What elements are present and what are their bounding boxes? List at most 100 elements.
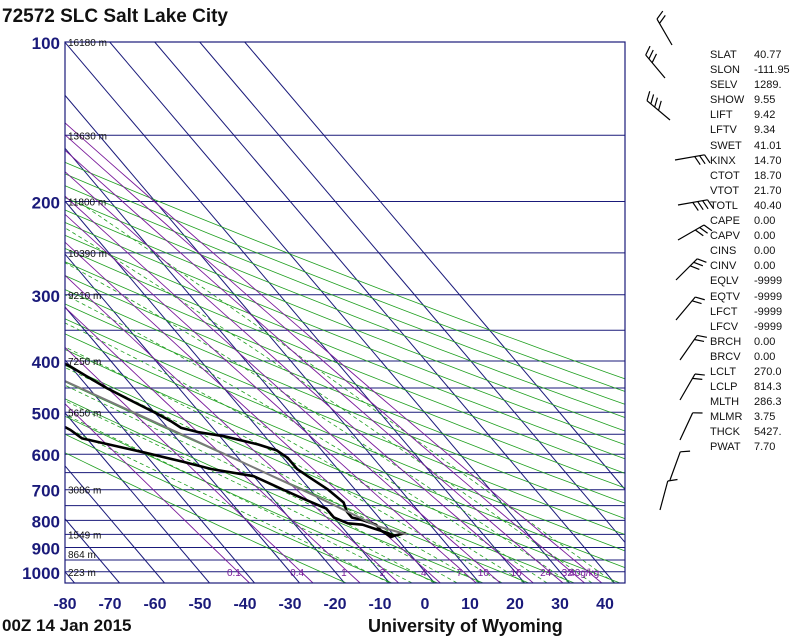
wind-barb [677,199,714,211]
index-key: BRCV [710,350,741,363]
wind-barb-flag [693,261,704,267]
mixing-ratio-line [65,306,361,583]
dry-adiabat [65,415,438,583]
height-label: 3086 m [68,486,101,497]
mixing-ratio-label: 4 [421,568,427,579]
index-key: SHOW [710,94,745,107]
dry-adiabat [65,333,625,569]
index-key: PWAT [710,441,741,454]
height-label: 7250 m [68,357,101,368]
index-value: 40.77 [754,49,782,61]
wind-barb-flag [680,450,691,453]
temperature-tick-label: 0 [421,596,430,613]
temperature-tick-label: -80 [53,596,76,613]
dry-adiabat [65,452,347,583]
isotherm-line [154,42,615,583]
index-row: LCLT 270.0 [710,365,800,380]
pressure-tick-label: 100 [32,34,60,53]
index-row: BRCH 0.00 [710,335,800,350]
mixing-ratio-line [65,403,250,583]
index-row: LIFT 9.42 [710,108,800,123]
index-row: LFCV -9999 [710,320,800,335]
index-value: 21.70 [754,184,782,197]
dry-adiabat [65,209,625,432]
index-row: SLAT 40.77 [710,48,800,63]
index-row: SLON -111.95 [710,63,800,78]
index-key: LFCT [710,305,738,318]
index-value: 814.3 [754,381,782,394]
dry-adiabat [65,398,484,583]
wind-barb [659,478,678,511]
wind-barb-flag [656,10,664,20]
mixing-ratio-line [65,213,477,583]
index-row: PWAT 7.70 [710,440,800,455]
wind-barb-flag [694,373,705,376]
isotherm-line [65,571,75,583]
index-row: BRCV 0.00 [710,350,800,365]
index-key: CINV [710,260,737,273]
wind-barb-flag [691,300,702,305]
temperature-tick-label: -20 [323,596,346,613]
index-value: 0.00 [754,215,776,228]
index-value: -111.95 [754,64,790,77]
index-key: CTOT [710,169,740,182]
wind-barb-staff [674,154,705,161]
wind-barb-flag [696,258,707,263]
wind-barb-flag [702,200,709,210]
index-value: -9999 [754,320,783,333]
temperature-tick-label: 10 [461,596,479,613]
index-key: SELV [710,79,738,92]
mixing-ratio-line [65,241,441,583]
observation-time: 00Z 14 Jan 2015 [2,616,132,635]
index-value: 5427. [754,426,782,439]
isotherm-line [65,518,120,583]
isotherm-line [244,42,625,491]
profile-line-3 [65,379,407,536]
index-key: LFCV [710,320,739,333]
wind-barb [645,45,666,79]
index-key: SLON [710,64,740,77]
index-key: BRCH [710,335,742,348]
dry-adiabat [65,234,625,460]
mixing-ratio-label: 7 [457,568,463,579]
mixing-ratio-label: 32 [562,568,574,579]
chart-title: 72572 SLC Salt Lake City [2,6,228,27]
mixing-ratio-label: 2 [380,568,386,579]
wind-barb-flag [694,156,701,166]
index-value: 18.70 [754,169,782,182]
index-row: CTOT 18.70 [710,169,800,184]
wind-barb-flag [697,334,707,338]
dry-adiabat [65,289,625,520]
mixing-ratio-line [65,171,534,583]
isotherm-line [65,253,345,583]
dry-adiabat [65,247,625,474]
index-row: EQTV -9999 [710,290,800,305]
plot-frame [64,41,626,584]
index-row: KINX 14.70 [710,154,800,169]
index-row: LCLP 814.3 [710,380,800,395]
dry-adiabat [65,433,392,583]
index-key: LIFT [710,109,733,122]
index-value: 3.75 [754,411,776,424]
temperature-tick-label: 20 [506,596,524,613]
index-value: 0.00 [754,350,776,363]
wind-barb [679,373,705,401]
index-row: SWET 41.01 [710,139,800,154]
dry-adiabat [65,303,625,535]
pressure-tick-label: 200 [32,193,60,212]
height-label: 10390 m [68,249,107,260]
index-value: 0.00 [754,260,776,273]
wind-barb-flag [703,224,713,232]
mixing-ratio-label: 40g/kg [569,568,599,579]
height-label: 1549 m [68,530,101,541]
wind-barb-flag [707,199,714,209]
mixing-ratio-label: 0.4 [290,568,304,579]
isotherm-line [65,412,210,583]
index-value: 41.01 [754,139,782,152]
index-key: MLTH [710,396,740,409]
index-value: -9999 [754,275,783,288]
index-row: CAPE 0.00 [710,214,800,229]
isotherm-line [65,200,390,583]
wind-barb-staff [669,451,681,481]
index-key: MLMR [710,411,743,424]
